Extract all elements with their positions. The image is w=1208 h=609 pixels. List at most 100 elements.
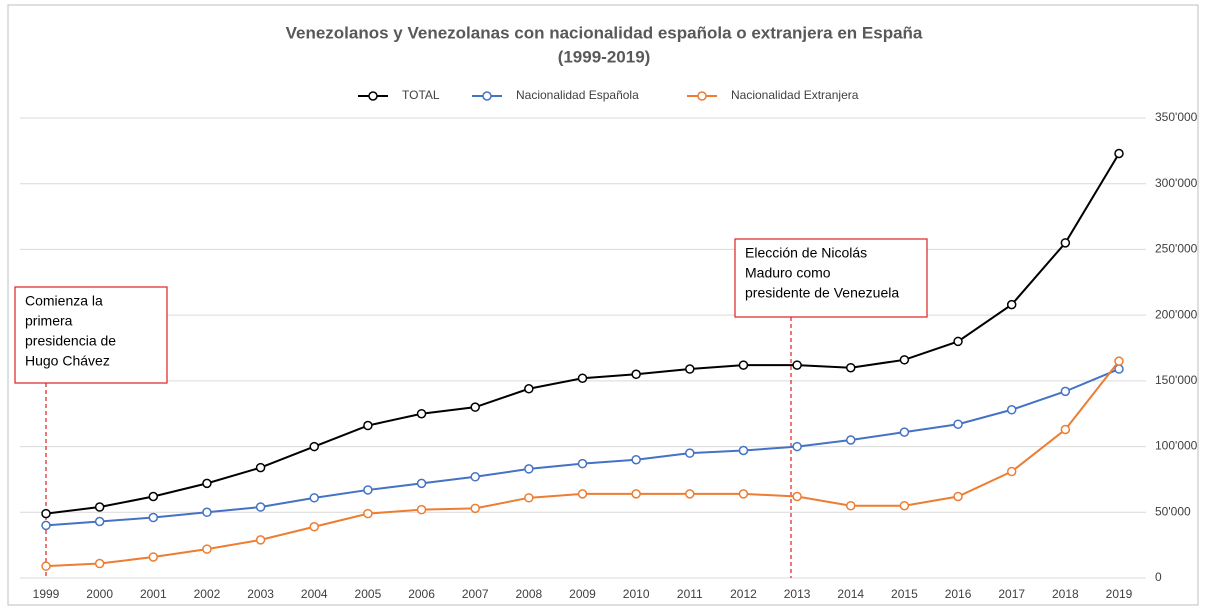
data-point [202, 544, 212, 554]
y-tick-label: 0 [1155, 570, 1162, 584]
data-point [470, 503, 480, 514]
data-point [577, 373, 588, 383]
data-point [846, 362, 856, 373]
data-point [309, 521, 319, 532]
legend-marker [697, 91, 707, 101]
y-tick-label: 150'000 [1155, 373, 1198, 387]
x-tick-label: 2015 [891, 587, 918, 601]
data-point [363, 420, 373, 431]
x-tick-label: 2008 [515, 587, 542, 601]
annotation-box [14, 286, 168, 384]
data-point [846, 500, 856, 511]
x-tick-label: 2003 [247, 587, 274, 601]
data-point [255, 462, 266, 473]
data-point [94, 516, 105, 527]
data-point [202, 478, 212, 489]
x-tick-label: 2012 [730, 587, 757, 601]
data-point [1006, 466, 1017, 477]
annotation-text: presidencia de [25, 333, 116, 349]
data-point [577, 458, 588, 469]
annotation-text: Hugo Chávez [25, 353, 110, 369]
data-point [738, 445, 749, 456]
x-tick-label: 2016 [945, 587, 972, 601]
data-point [148, 552, 159, 562]
data-point [94, 502, 105, 512]
data-point [1114, 356, 1124, 366]
data-point [309, 441, 319, 452]
data-point [255, 502, 266, 512]
data-point [1060, 238, 1071, 248]
data-point [41, 561, 51, 571]
annotation-box [734, 238, 928, 318]
data-point [416, 478, 427, 489]
data-point [524, 464, 534, 474]
y-tick-label: 350'000 [1155, 110, 1198, 124]
data-point [577, 489, 588, 499]
data-point [1114, 148, 1124, 159]
data-point [953, 419, 963, 429]
data-point [255, 535, 266, 545]
data-point [41, 520, 51, 531]
data-point [685, 489, 695, 499]
data-point [1060, 424, 1071, 435]
chart-title: Venezolanos y Venezolanas con nacionalid… [286, 23, 923, 42]
legend-marker [482, 91, 492, 101]
x-tick-label: 2002 [194, 587, 221, 601]
y-tick-label: 200'000 [1155, 307, 1198, 321]
y-tick-label: 50'000 [1155, 504, 1191, 518]
data-point [470, 472, 480, 482]
data-point [792, 441, 802, 452]
x-tick-label: 2000 [86, 587, 113, 601]
data-point [1006, 299, 1017, 310]
data-point [41, 508, 51, 519]
data-point [899, 500, 910, 511]
annotation-text: presidente de Venezuela [745, 285, 899, 301]
x-tick-label: 1999 [33, 587, 60, 601]
data-point [899, 427, 910, 437]
data-point [470, 402, 480, 412]
data-point [738, 489, 749, 499]
x-tick-label: 2014 [837, 587, 864, 601]
annotation-text: primera [25, 313, 73, 329]
x-tick-label: 2010 [623, 587, 650, 601]
data-point [846, 435, 856, 445]
data-point [524, 493, 534, 503]
legend-label: Nacionalidad Extranjera [731, 88, 859, 102]
data-point [1060, 386, 1071, 397]
data-point [94, 558, 105, 569]
y-tick-label: 250'000 [1155, 242, 1198, 256]
x-tick-label: 2019 [1106, 587, 1133, 601]
data-point [363, 485, 373, 495]
y-tick-label: 100'000 [1155, 439, 1198, 453]
data-point [1006, 405, 1017, 415]
annotation-text: Elección de Nicolás [745, 245, 867, 261]
data-point [953, 491, 963, 502]
data-point [363, 508, 373, 519]
data-point [738, 360, 749, 370]
data-point [792, 491, 802, 502]
data-point [309, 493, 319, 503]
x-tick-label: 2017 [998, 587, 1025, 601]
y-tick-label: 300'000 [1155, 176, 1198, 190]
x-tick-label: 2013 [784, 587, 811, 601]
data-point [416, 408, 427, 419]
data-point [899, 355, 910, 365]
legend-label: TOTAL [402, 88, 440, 102]
data-point [685, 364, 695, 374]
data-point [953, 336, 963, 347]
data-point [631, 454, 641, 465]
legend-marker [368, 91, 378, 101]
data-point [148, 491, 159, 502]
x-tick-label: 2004 [301, 587, 328, 601]
x-tick-label: 2018 [1052, 587, 1079, 601]
x-tick-label: 2009 [569, 587, 596, 601]
annotation-text: Comienza la [25, 293, 103, 309]
annotation-text: Maduro como [745, 265, 831, 281]
data-point [148, 512, 159, 523]
data-point [685, 448, 695, 458]
x-tick-label: 2011 [677, 587, 703, 601]
x-tick-label: 2007 [462, 587, 489, 601]
data-point [792, 360, 802, 370]
